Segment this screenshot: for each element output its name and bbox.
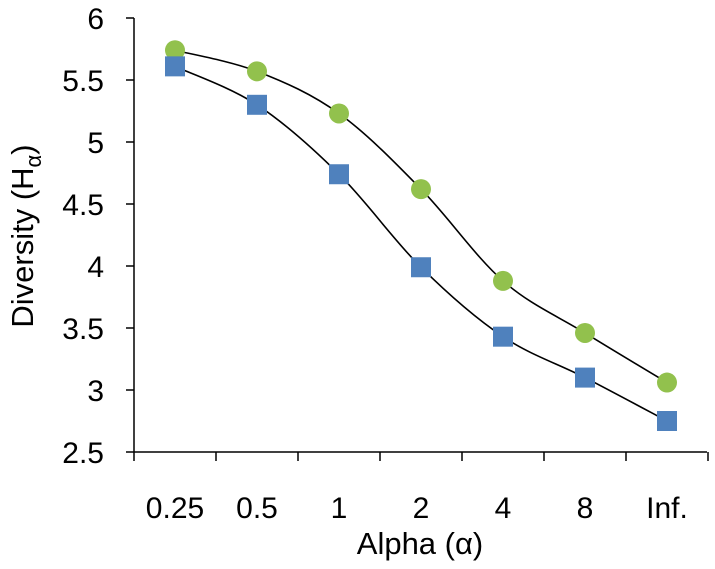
y-tick-label: 5.5 xyxy=(62,65,104,98)
x-tick-label: Inf. xyxy=(646,492,688,525)
series-layer xyxy=(165,40,677,431)
y-tick-label: 3 xyxy=(87,375,104,408)
x-tick-label: 8 xyxy=(577,492,594,525)
data-point-circle xyxy=(329,103,349,124)
x-tick-label: 4 xyxy=(495,492,512,525)
data-point-circle xyxy=(657,372,677,393)
data-point-circle xyxy=(493,270,513,291)
data-point-square xyxy=(575,367,595,388)
y-tick-label: 2.5 xyxy=(62,437,104,470)
y-axis: 2.5 3 3.5 4 4.5 5 5.5 6 xyxy=(62,3,135,470)
data-point-square xyxy=(411,257,431,278)
data-point-circle xyxy=(247,61,267,82)
y-tick-label: 5 xyxy=(87,127,104,160)
x-ticks: 0.25 0.5 1 2 4 8 Inf. xyxy=(133,452,709,525)
y-axis-title-close: ) xyxy=(5,144,40,154)
y-axis-title-subscript: α xyxy=(21,154,46,167)
data-point-circle xyxy=(575,322,595,343)
y-tick-label: 4.5 xyxy=(62,189,104,222)
y-tick-label: 6 xyxy=(87,3,104,36)
y-axis-title: Diversity (Hα) xyxy=(5,144,46,327)
data-point-square xyxy=(493,326,513,347)
data-point-square xyxy=(657,411,677,431)
data-point-square xyxy=(329,164,349,185)
x-axis-title: Alpha (α) xyxy=(357,526,483,561)
x-axis: 0.25 0.5 1 2 4 8 Inf. xyxy=(133,451,709,525)
y-axis-title-main: Diversity (H xyxy=(5,167,40,327)
y-ticks: 2.5 3 3.5 4 4.5 5 5.5 6 xyxy=(62,3,134,470)
data-point-circle xyxy=(411,179,431,200)
data-point-square xyxy=(165,56,185,77)
series-square xyxy=(165,56,677,431)
x-tick-label: 0.25 xyxy=(146,492,204,525)
data-point-circle xyxy=(165,40,185,61)
data-point-square xyxy=(247,94,267,115)
x-tick-label: 0.5 xyxy=(236,492,278,525)
y-tick-label: 3.5 xyxy=(62,313,104,346)
y-tick-label: 4 xyxy=(87,251,104,284)
x-tick-label: 2 xyxy=(413,492,430,525)
x-tick-label: 1 xyxy=(331,492,348,525)
series-circle xyxy=(165,40,677,393)
